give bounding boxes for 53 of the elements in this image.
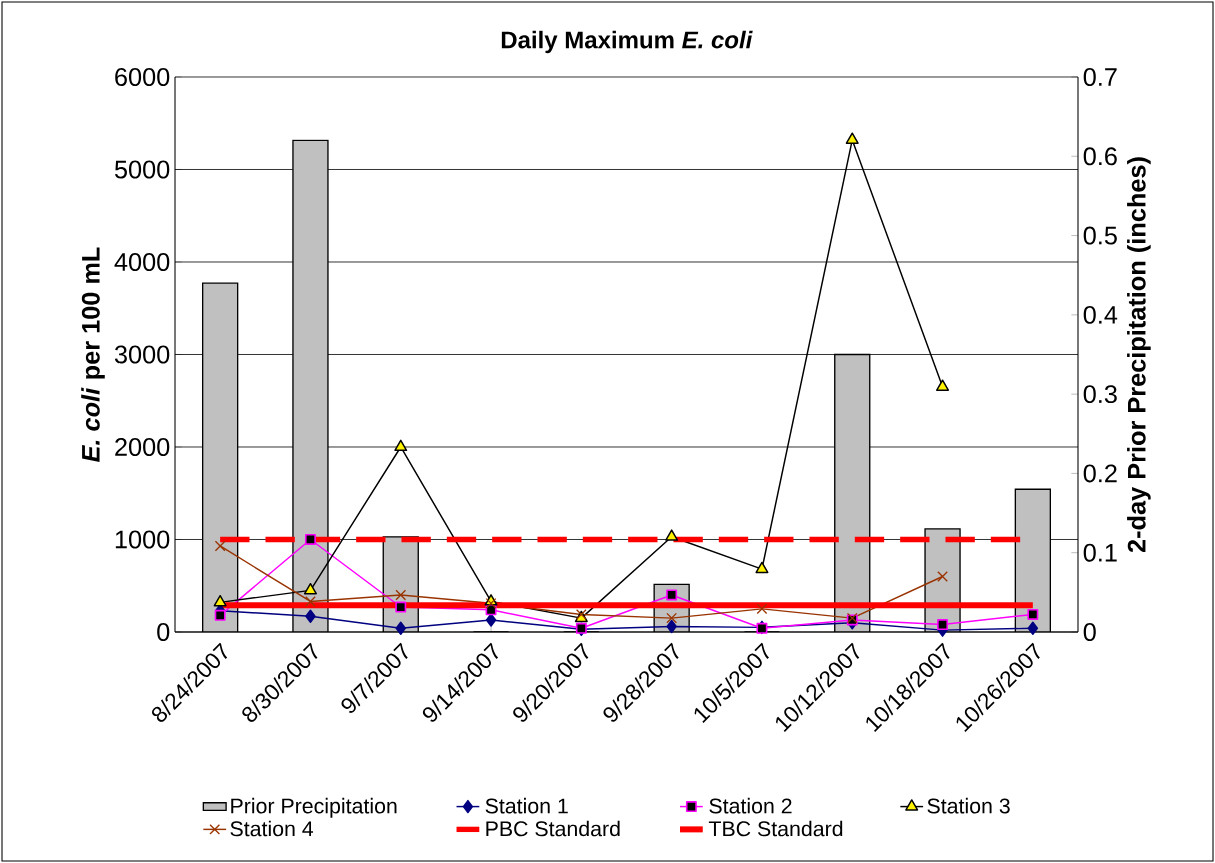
point [755, 561, 769, 574]
point [665, 529, 679, 541]
point [214, 609, 226, 621]
legend-label: Station 3 [927, 797, 1010, 814]
point [394, 439, 408, 452]
point [305, 609, 316, 623]
bar [834, 353, 871, 632]
legend-label: Station 4 [230, 820, 314, 837]
point [214, 540, 226, 552]
point [937, 619, 949, 631]
y2-tick-label: 0 [1083, 623, 1096, 641]
legend-label: TBC Standard [708, 820, 843, 837]
legend-label: Prior Precipitation [231, 797, 397, 818]
y-tick-label: 6000 [115, 68, 170, 86]
chart-title: Daily Maximum E. coli [501, 30, 753, 54]
y2-tick-label: 0.1 [1083, 543, 1117, 562]
point [303, 582, 317, 595]
y-tick-label: 0 [157, 623, 170, 641]
point [936, 379, 950, 391]
y-axis-title: E. coli per 100 mL [81, 247, 105, 462]
point [485, 613, 497, 627]
bar [1014, 488, 1052, 632]
point [666, 619, 677, 634]
point [756, 603, 768, 615]
point [845, 132, 859, 144]
point [666, 612, 678, 624]
y2-tick-label: 0.3 [1083, 385, 1117, 404]
y2-tick-label: 0.4 [1083, 305, 1118, 324]
y-tick-label: 4000 [114, 253, 170, 271]
y2-tick-label: 0.6 [1083, 147, 1117, 166]
y2-axis-title: 2-day Prior Precipitation (inches) [1127, 157, 1151, 553]
legend-label: Station 2 [709, 797, 792, 814]
point [1027, 608, 1039, 620]
y-tick-label: 5000 [114, 160, 170, 179]
point [666, 589, 678, 601]
y2-tick-label: 0.5 [1083, 226, 1117, 245]
legend-label: PBC Standard [486, 820, 620, 837]
y-tick-label: 2000 [115, 438, 170, 456]
y-tick-label: 1000 [115, 530, 170, 549]
y2-tick-label: 0.7 [1083, 68, 1117, 86]
point [395, 621, 406, 636]
bar [201, 282, 239, 632]
point [304, 534, 316, 545]
y2-tick-label: 0.2 [1083, 464, 1117, 483]
y-tick-label: 3000 [114, 345, 170, 364]
point [937, 571, 948, 582]
point [395, 589, 407, 601]
point [1027, 621, 1039, 636]
point [395, 601, 407, 613]
bar [292, 139, 329, 632]
legend-label: Station 1 [485, 797, 568, 814]
point [213, 594, 227, 607]
point [305, 596, 316, 607]
